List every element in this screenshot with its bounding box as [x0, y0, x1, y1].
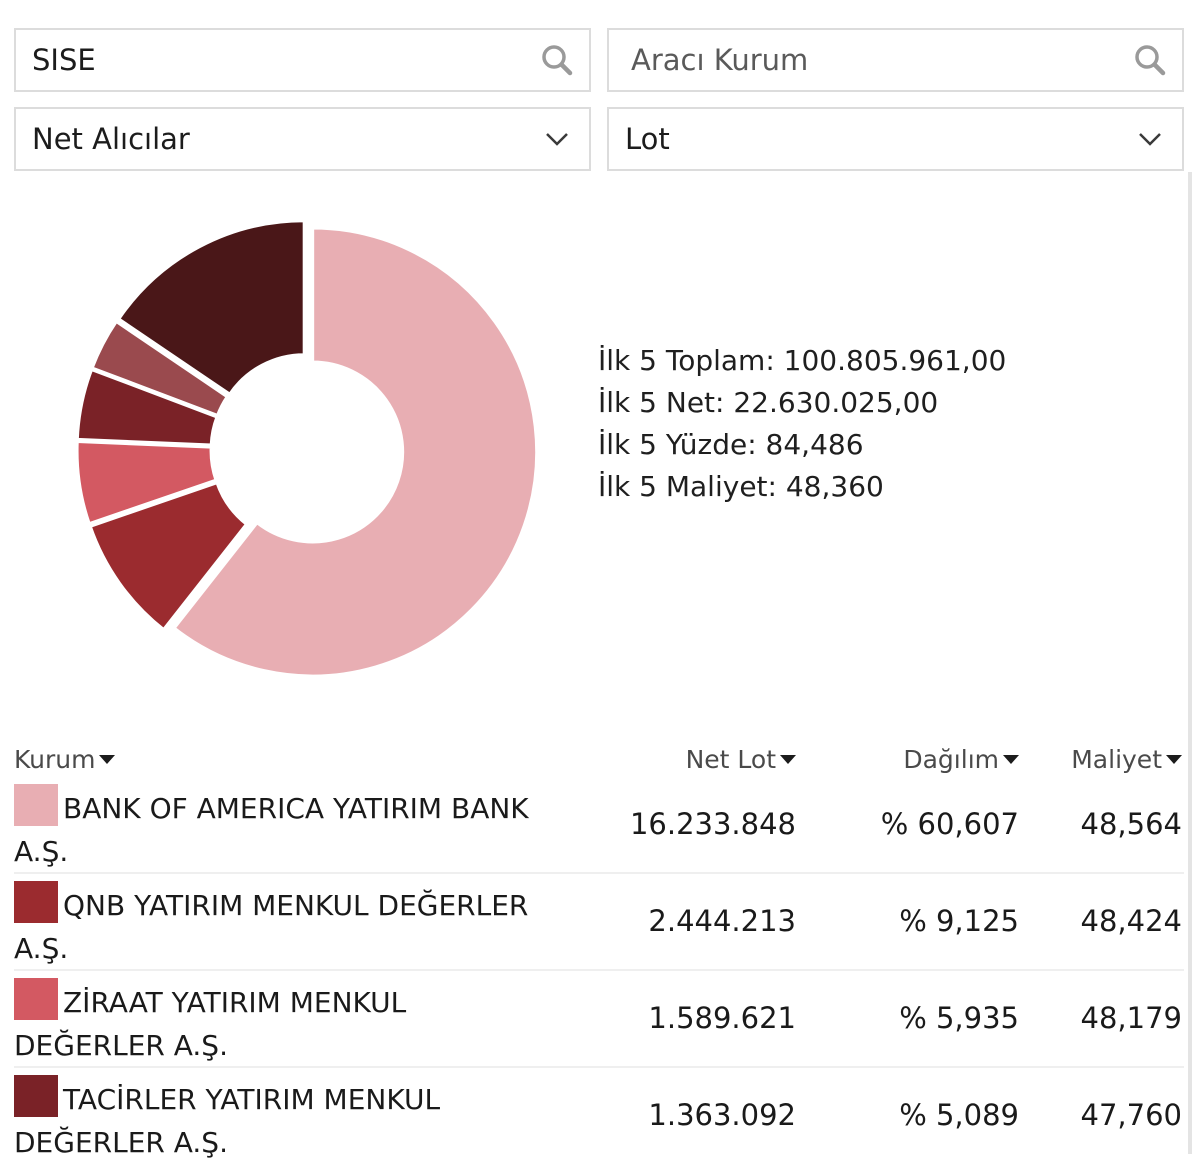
net-lot-cell: 1.363.092: [648, 1098, 796, 1132]
column-header-kurum[interactable]: Kurum: [14, 745, 116, 774]
caret-down-icon[interactable]: [99, 755, 116, 764]
legend-swatch: [14, 978, 58, 1020]
cost-cell: 48,564: [1080, 807, 1182, 841]
top5-cost: İlk 5 Maliyet: 48,360: [598, 470, 884, 503]
side-select[interactable]: Net Alıcılar: [14, 107, 591, 171]
donut-slice[interactable]: [90, 319, 229, 417]
column-header-net-lot[interactable]: Net Lot: [686, 745, 796, 774]
net-lot-cell: 1.589.621: [648, 1001, 796, 1035]
cost-cell: 48,179: [1080, 1001, 1182, 1035]
top5-percent: İlk 5 Yüzde: 84,486: [598, 428, 864, 461]
donut-slice[interactable]: [88, 481, 248, 632]
net-lot-cell: 2.444.213: [648, 904, 796, 938]
caret-down-icon[interactable]: [1166, 755, 1182, 764]
table-row[interactable]: ZİRAAT YATIRIM MENKUL DEĞERLER A.Ş. 1.58…: [14, 971, 1184, 1068]
distribution-cell: % 5,935: [899, 1001, 1019, 1035]
broker-name: BANK OF AMERICA YATIRIM BANK A.Ş.: [14, 792, 529, 868]
side-select-value[interactable]: Net Alıcılar: [32, 122, 190, 156]
distribution-cell: % 9,125: [899, 904, 1019, 938]
caret-down-icon[interactable]: [1003, 755, 1019, 764]
distribution-donut-chart: [75, 219, 539, 678]
donut-slice[interactable]: [117, 219, 306, 396]
top5-net: İlk 5 Net: 22.630.025,00: [598, 386, 939, 419]
broker-name: QNB YATIRIM MENKUL DEĞERLER A.Ş.: [14, 889, 529, 965]
column-header-dagilim[interactable]: Dağılım: [903, 745, 1019, 774]
net-lot-cell: 16.233.848: [629, 807, 796, 841]
cost-cell: 48,424: [1080, 904, 1182, 938]
broker-search-input[interactable]: Aracı Kurum: [607, 28, 1184, 92]
legend-swatch: [14, 881, 58, 923]
column-header-kurum-label[interactable]: Kurum: [14, 745, 96, 774]
table-row[interactable]: QNB YATIRIM MENKUL DEĞERLER A.Ş. 2.444.2…: [14, 874, 1184, 971]
column-header-net-lot-label[interactable]: Net Lot: [685, 745, 776, 774]
column-header-maliyet-label[interactable]: Maliyet: [1071, 745, 1162, 774]
column-header-dagilim-label[interactable]: Dağılım: [903, 745, 999, 774]
chevron-down-icon[interactable]: [1132, 121, 1168, 157]
top5-total: İlk 5 Toplam: 100.805.961,00: [598, 344, 1007, 377]
broker-name: ZİRAAT YATIRIM MENKUL DEĞERLER A.Ş.: [14, 986, 407, 1062]
unit-select[interactable]: Lot: [607, 107, 1184, 171]
broker-name: TACİRLER YATIRIM MENKUL DEĞERLER A.Ş.: [14, 1083, 441, 1159]
table-row[interactable]: TACİRLER YATIRIM MENKUL DEĞERLER A.Ş. 1.…: [14, 1068, 1184, 1165]
chevron-down-icon[interactable]: [539, 121, 575, 157]
caret-down-icon[interactable]: [780, 755, 796, 764]
unit-select-value[interactable]: Lot: [625, 122, 670, 156]
broker-search-placeholder[interactable]: Aracı Kurum: [631, 43, 809, 77]
distribution-cell: % 60,607: [880, 807, 1019, 841]
table-row[interactable]: BANK OF AMERICA YATIRIM BANK A.Ş. 16.233…: [14, 777, 1184, 874]
scrollbar-track[interactable]: [1188, 172, 1192, 1154]
donut-slice[interactable]: [75, 368, 219, 447]
donut-slice[interactable]: [75, 439, 218, 526]
cost-cell: 47,760: [1080, 1098, 1182, 1132]
legend-swatch: [14, 784, 58, 826]
distribution-cell: % 5,089: [899, 1098, 1019, 1132]
legend-swatch: [14, 1075, 58, 1117]
symbol-search-input[interactable]: SISE: [14, 28, 591, 92]
search-icon[interactable]: [1132, 42, 1168, 78]
symbol-search-value[interactable]: SISE: [32, 43, 96, 77]
column-header-maliyet[interactable]: Maliyet: [1071, 745, 1182, 774]
search-icon[interactable]: [539, 42, 575, 78]
summary-panel: İlk 5 Toplam: 100.805.961,00 İlk 5 Net: …: [598, 340, 1006, 508]
donut-slice[interactable]: [172, 226, 539, 678]
